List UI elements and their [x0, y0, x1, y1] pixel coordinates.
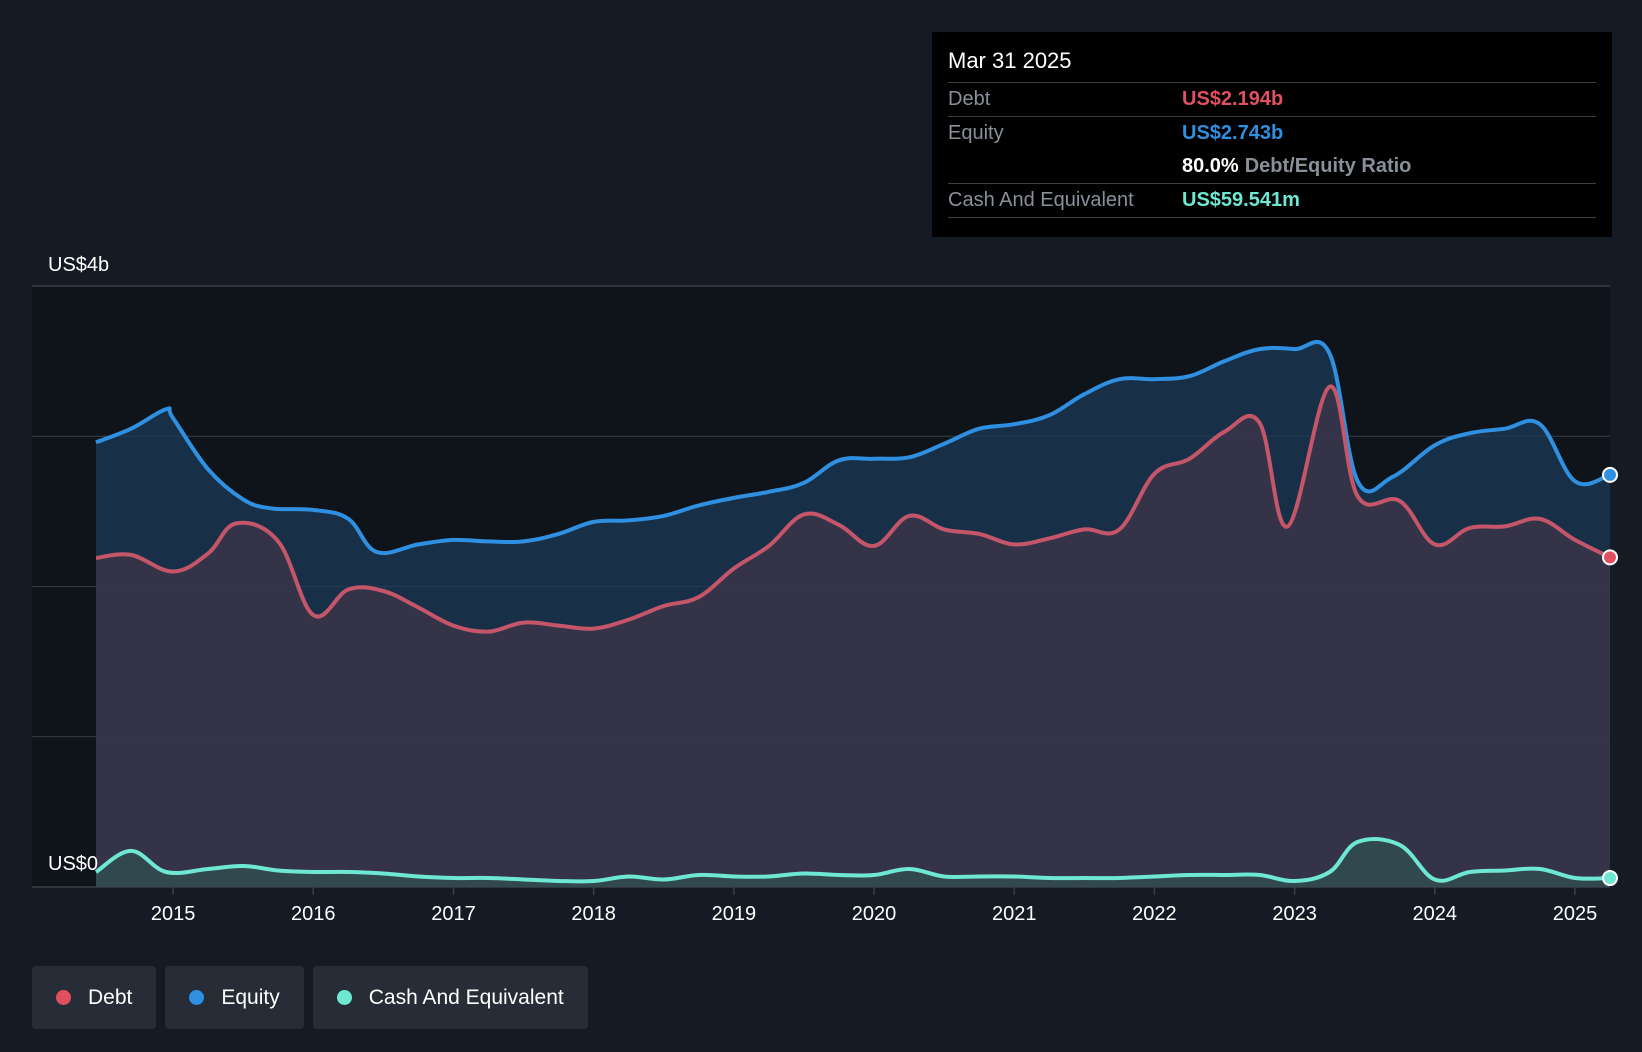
tooltip-debt-label: Debt: [948, 88, 991, 110]
x-tick-label: 2019: [712, 903, 757, 925]
x-tick-label: 2025: [1553, 903, 1598, 925]
tooltip-equity-label: Equity: [948, 122, 1004, 144]
legend-item-cash[interactable]: Cash And Equivalent: [312, 966, 588, 1029]
x-tick-label: 2017: [431, 903, 476, 925]
equity-dot-icon: [189, 990, 205, 1005]
x-tick-label: 2021: [992, 903, 1037, 925]
x-tick-label: 2015: [151, 903, 196, 925]
debt-area: [96, 386, 1610, 887]
tooltip-equity-value: US$2.743b: [1182, 122, 1284, 144]
tooltip-debt-value: US$2.194b: [1182, 88, 1284, 110]
x-tick-label: 2020: [852, 903, 897, 925]
legend-debt-label: Debt: [88, 985, 133, 1009]
y-axis-bottom-label: US$0: [48, 853, 98, 875]
end-markers: [1602, 466, 1618, 887]
x-tick-label: 2022: [1132, 903, 1177, 925]
x-tick-label: 2016: [291, 903, 336, 925]
tooltip-row-equity: Equity US$2.743b: [948, 116, 1596, 150]
legend-equity-label: Equity: [221, 985, 280, 1009]
tooltip-ratio-label: Debt/Equity Ratio: [1244, 155, 1412, 177]
tooltip-date: Mar 31 2025: [948, 48, 1072, 73]
x-axis-ticks: 2015 2016 2017 2018 2019 2020 2021 2022 2023 2024…: [151, 887, 1597, 925]
equity-line: [95, 339, 1611, 555]
tooltip-row-cash: Cash And Equivalent US$59.541m: [948, 183, 1596, 218]
legend-item-debt[interactable]: Debt: [32, 966, 157, 1029]
legend-item-equity[interactable]: Equity: [165, 966, 304, 1029]
cash-line: [94, 836, 1611, 884]
cash-end-marker: [1602, 870, 1618, 887]
debt-line: [95, 384, 1611, 634]
x-tick-label: 2018: [571, 903, 616, 925]
tooltip-panel: Mar 31 2025 Debt US$2.194b Equity US$2.7…: [932, 32, 1612, 237]
debt-dot-icon: [56, 990, 71, 1005]
y-axis-top-label: US$4b: [48, 254, 109, 276]
x-tick-label: 2024: [1413, 903, 1458, 925]
series-lines: [94, 339, 1611, 884]
tooltip-cash-value: US$59.541m: [1182, 189, 1300, 211]
legend-cash-label: Cash And Equivalent: [368, 985, 564, 1009]
tooltip-row-debt: Debt US$2.194b: [948, 82, 1596, 116]
legend: Debt Equity Cash And Equivalent: [32, 966, 588, 1029]
tooltip-ratio-value: 80.0%: [1182, 155, 1239, 177]
debt-end-marker: [1602, 549, 1618, 566]
tooltip-cash-label: Cash And Equivalent: [948, 189, 1134, 211]
tooltip-row-ratio: 80.0% Debt/Equity Ratio: [948, 150, 1596, 183]
x-tick-label: 2023: [1272, 903, 1317, 925]
equity-end-marker: [1602, 466, 1618, 483]
cash-dot-icon: [336, 990, 352, 1005]
